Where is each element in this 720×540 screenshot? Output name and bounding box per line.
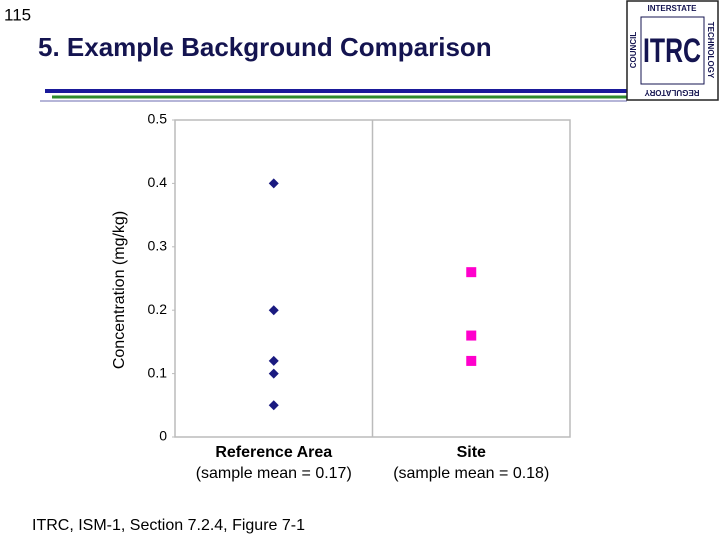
logo-right: TECHNOLOGY — [706, 22, 715, 79]
data-point — [268, 400, 279, 411]
data-point — [466, 267, 477, 278]
footer: ITRC, ISM-1, Section 7.2.4, Figure 7-1 — [32, 517, 305, 534]
data-point — [268, 355, 279, 366]
logo-bottom: REGULATORY — [644, 88, 700, 97]
logo-left: COUNCIL — [629, 32, 638, 69]
y-tick-label: 0.4 — [148, 174, 168, 190]
y-tick-label: 0.3 — [148, 238, 168, 254]
slide-number: 115 — [4, 5, 31, 24]
data-point — [268, 368, 279, 379]
data-point — [466, 355, 477, 366]
x-tick-label: Reference Area — [215, 444, 332, 461]
data-point — [268, 305, 279, 316]
y-tick-label: 0.1 — [148, 364, 168, 380]
y-axis-label: Concentration (mg/kg) — [111, 211, 128, 369]
chart: Concentration (mg/kg) 0 0.1 0.2 0.3 0.4 0.5 Re… — [111, 111, 571, 482]
data-point — [466, 330, 477, 341]
y-tick-label: 0.5 — [148, 111, 168, 127]
logo-inner — [640, 16, 705, 85]
logo-center: ITRC — [643, 32, 701, 70]
logo: ITRC INTERSTATE TECHNOLOGY REGULATORY CO… — [626, 0, 719, 101]
y-tick-label: 0.2 — [148, 301, 168, 317]
slide-title: 5. Example Background Comparison — [38, 32, 492, 62]
logo-top: INTERSTATE — [647, 4, 697, 13]
x-tick-note: (sample mean = 0.17) — [196, 465, 352, 482]
y-tick-label: 0 — [159, 428, 167, 444]
x-tick-label: Site — [457, 444, 486, 461]
data-point — [268, 178, 279, 189]
x-tick-note: (sample mean = 0.18) — [393, 465, 549, 482]
